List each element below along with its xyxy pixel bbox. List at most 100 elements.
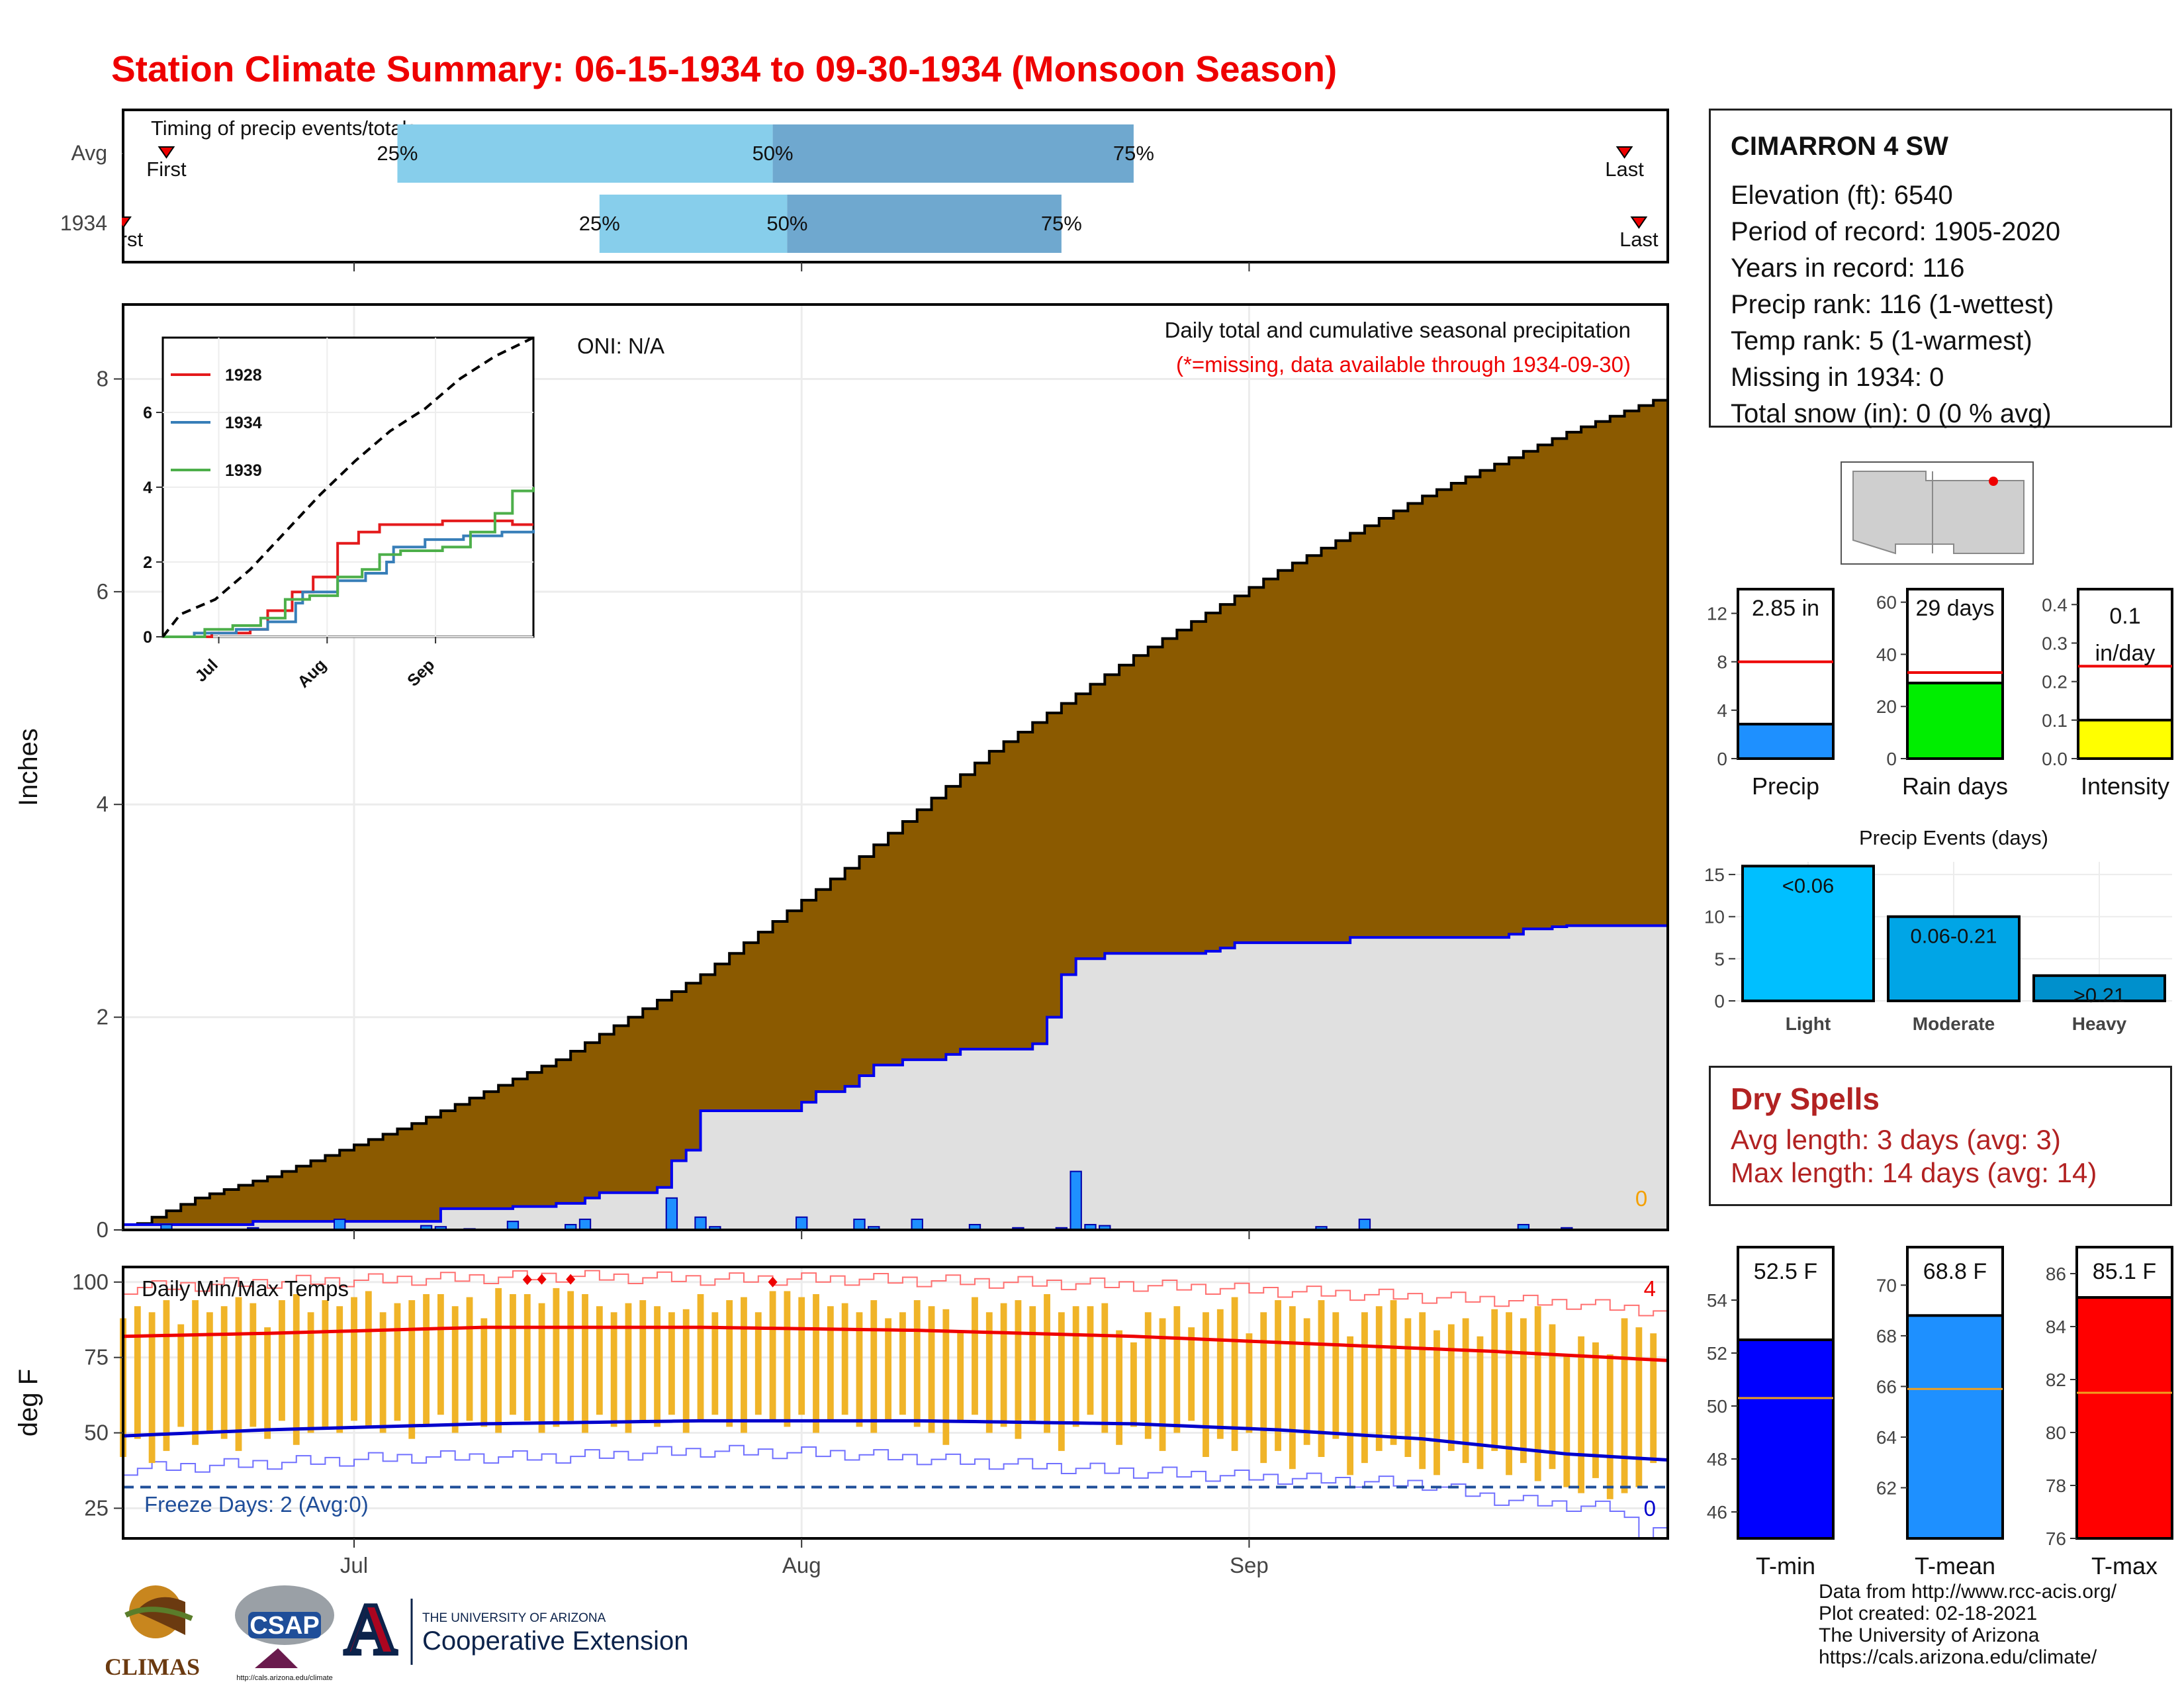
tmin_bar-y-tick-label: 50 — [1707, 1396, 1727, 1417]
intensity-y-tick-label: 0.0 — [2042, 749, 2068, 769]
precip-events-bar-label: >0.21 — [2073, 984, 2125, 1007]
inset-series-1934 — [163, 530, 535, 638]
tmean_bar-value-bar — [1906, 1314, 2004, 1540]
station-temp-rank: Temp rank: 5 (1-warmest) — [1731, 326, 2032, 355]
precip-events-y-tick-label: 5 — [1714, 949, 1725, 969]
dry-spells-heading: Dry Spells — [1731, 1082, 1880, 1116]
daily-temp-range-bar — [1144, 1312, 1152, 1439]
daily-temp-range-bar — [928, 1306, 935, 1433]
tmax_bar-y-tick-label: 84 — [2046, 1317, 2066, 1337]
precip-y-tick-label: 2 — [97, 1005, 109, 1029]
station-elevation: Elevation (ft): 6540 — [1731, 181, 1953, 210]
csap-url: http://cals.arizona.edu/climate — [236, 1674, 333, 1681]
daily-temp-range-bar — [741, 1297, 747, 1433]
daily-temp-range-bar — [1015, 1300, 1022, 1439]
daily-temp-range-bar — [1447, 1324, 1455, 1451]
ua-a-mark: A — [344, 1589, 396, 1669]
daily-temp-range-bar — [1188, 1327, 1195, 1421]
state-outline — [1852, 471, 2025, 555]
timing-bar-q25-q50 — [599, 195, 788, 253]
precip-events-bar — [1887, 915, 2021, 1003]
daily-temp-range-bar — [1361, 1312, 1368, 1464]
inset-y-tick-label: 0 — [143, 628, 152, 647]
daily-temp-range-bar — [1332, 1312, 1340, 1439]
tmean_bar-y-tick-label: 64 — [1876, 1427, 1897, 1448]
daily-temp-range-bar — [942, 1309, 950, 1445]
station-precip-rank: Precip rank: 116 (1-wettest) — [1731, 290, 2054, 319]
daily-temp-range-bar — [610, 1312, 617, 1427]
daily-precip-bar — [853, 1218, 866, 1231]
daily-temp-range-bar — [1101, 1303, 1109, 1433]
daily-temp-range-bar — [754, 1312, 762, 1415]
daily-precip-bar — [796, 1216, 808, 1231]
daily-temp-range-bar — [1275, 1300, 1281, 1451]
timing-row-label: 1934 — [60, 211, 107, 235]
precip-events-y-tick-label: 10 — [1704, 907, 1725, 927]
daily-temp-range-bar — [1159, 1318, 1166, 1451]
ua-university-name: THE UNIVERSITY OF ARIZONA — [422, 1611, 606, 1625]
inset-y-tick-label: 2 — [143, 553, 152, 572]
daily-temp-range-bar — [365, 1291, 372, 1427]
daily-temp-range-bar — [1477, 1336, 1484, 1470]
inset-series-avg — [161, 336, 534, 638]
intensity-value-unit: in/day — [2095, 641, 2156, 666]
daily-temp-range-bar — [1303, 1318, 1310, 1445]
ua-cooperative-extension: Cooperative Extension — [422, 1626, 688, 1656]
precip-events-category-label: Light — [1786, 1013, 1831, 1034]
station-location-dot — [1989, 477, 1998, 486]
credit-university: The University of Arizona — [1819, 1624, 2040, 1646]
tmin_bar-y-tick-label: 52 — [1707, 1343, 1727, 1364]
timing-last-label: Last — [1619, 228, 1659, 251]
rain_days-y-tick-label: 40 — [1876, 644, 1897, 665]
station-years: Years in record: 116 — [1731, 254, 1965, 283]
avg-tmin-line — [122, 1419, 1668, 1462]
season_precip-y-tick-label: 0 — [1717, 749, 1727, 769]
tmax_bar-y-tick-label: 76 — [2046, 1528, 2066, 1549]
season_precip-value-label: 2.85 in — [1752, 596, 1819, 621]
precip-events-y-tick-label: 15 — [1704, 865, 1725, 885]
tmax_bar-y-tick-label: 78 — [2046, 1476, 2066, 1496]
daily-temp-range-bar — [523, 1294, 531, 1421]
precip-events-bar — [1741, 865, 1875, 1003]
daily-temp-range-bar — [567, 1291, 574, 1421]
inset-y-tick-label: 4 — [143, 479, 152, 497]
temp-y-tick-label: 100 — [72, 1270, 109, 1294]
rain_days-category-label: Rain days — [1902, 773, 2008, 800]
daily-temp-range-bar — [220, 1306, 228, 1439]
daily-temp-range-bar — [1058, 1312, 1065, 1451]
daily-temp-range-bar — [1231, 1297, 1238, 1451]
tmax_bar-value-bar — [2075, 1296, 2173, 1540]
dry-spells-avg: Avg length: 3 days (avg: 3) — [1731, 1124, 2061, 1155]
daily-temp-range-bar — [813, 1294, 819, 1433]
timing-pct-label: 50% — [752, 142, 794, 165]
daily-temp-range-bar — [1578, 1336, 1585, 1493]
daily-temp-range-bar — [1173, 1306, 1181, 1433]
tmean_bar-y-tick-label: 70 — [1876, 1275, 1897, 1295]
timing-last-label: Last — [1605, 158, 1644, 181]
observed-cumulative-area — [123, 925, 1668, 1230]
precip-events-category-label: Moderate — [1913, 1013, 1995, 1034]
timing-pct-label: 75% — [1113, 142, 1154, 165]
daily-temp-range-bar — [1116, 1330, 1123, 1445]
daily-temp-range-bar — [192, 1300, 199, 1445]
credit-plot-created: Plot created: 02-18-2021 — [1819, 1603, 2038, 1624]
daily-temp-range-bar — [582, 1294, 588, 1433]
precip-events-category-label: Heavy — [2072, 1013, 2127, 1034]
tmin_bar-y-tick-label: 48 — [1707, 1449, 1727, 1470]
daily-temp-range-bar — [913, 1300, 921, 1427]
tmean_bar-y-tick-label: 66 — [1876, 1376, 1897, 1397]
daily-temp-range-bar — [1650, 1333, 1657, 1464]
daily-temp-range-bar — [1621, 1318, 1628, 1493]
x-axis-month-label: Aug — [782, 1553, 821, 1577]
daily-temp-range-bar — [1072, 1306, 1079, 1427]
timing-pct-label: 25% — [377, 142, 418, 165]
page-title: Station Climate Summary: 06-15-1934 to 0… — [111, 48, 1338, 89]
timing-bar-q50-q75 — [772, 124, 1134, 183]
ua-logo: A THE UNIVERSITY OF ARIZONA Cooperative … — [342, 1587, 688, 1671]
season_precip-y-tick-label: 12 — [1707, 604, 1727, 624]
station-missing: Missing in 1934: 0 — [1731, 363, 1944, 392]
daily-precip-bar — [1358, 1218, 1371, 1231]
timing-left-mask — [0, 110, 122, 262]
daily-temp-range-bar — [336, 1306, 343, 1433]
